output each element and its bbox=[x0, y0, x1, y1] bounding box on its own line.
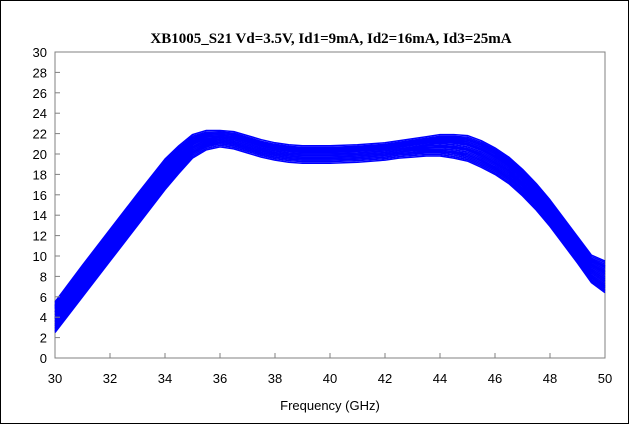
x-tick-label-40: 40 bbox=[323, 371, 337, 386]
y-tick-label-8: 8 bbox=[40, 269, 47, 284]
y-tick-label-20: 20 bbox=[33, 147, 47, 162]
s21-trace-2-2 bbox=[54, 141, 606, 325]
x-tick-label-44: 44 bbox=[433, 371, 447, 386]
s21-trace-5-2 bbox=[54, 134, 606, 307]
y-tick-label-12: 12 bbox=[33, 229, 47, 244]
y-tick-label-16: 16 bbox=[33, 188, 47, 203]
x-tick-label-50: 50 bbox=[598, 371, 612, 386]
y-tick-label-10: 10 bbox=[33, 249, 47, 264]
y-tick-label-30: 30 bbox=[33, 45, 47, 60]
x-tick-label-32: 32 bbox=[103, 371, 117, 386]
y-tick-label-14: 14 bbox=[33, 208, 47, 223]
y-tick-label-0: 0 bbox=[40, 351, 47, 366]
y-tick-label-4: 4 bbox=[40, 310, 47, 325]
s21-trace-1-2 bbox=[54, 144, 606, 332]
x-axis-label: Frequency (GHz) bbox=[280, 398, 380, 413]
s21-trace-5-5 bbox=[54, 129, 606, 303]
s21-trace-3-1 bbox=[54, 139, 606, 319]
s21-trace-5-1 bbox=[54, 135, 606, 309]
y-tick-label-18: 18 bbox=[33, 167, 47, 182]
y-tick-label-28: 28 bbox=[33, 65, 47, 80]
x-tick-label-38: 38 bbox=[268, 371, 282, 386]
series-layer bbox=[54, 129, 606, 333]
y-tick-label-26: 26 bbox=[33, 86, 47, 101]
y-tick-label-6: 6 bbox=[40, 290, 47, 305]
x-tick-label-30: 30 bbox=[48, 371, 62, 386]
s21-trace-3-2 bbox=[54, 138, 606, 318]
y-tick-label-22: 22 bbox=[33, 127, 47, 142]
s21-trace-5-4 bbox=[54, 131, 606, 304]
x-tick-label-36: 36 bbox=[213, 371, 227, 386]
x-tick-label-48: 48 bbox=[543, 371, 557, 386]
y-tick-label-24: 24 bbox=[33, 106, 47, 121]
s21-trace-1-1 bbox=[54, 146, 606, 333]
x-tick-label-34: 34 bbox=[158, 371, 172, 386]
s21-trace-5-3 bbox=[54, 132, 606, 306]
x-tick-label-46: 46 bbox=[488, 371, 502, 386]
x-tick-label-42: 42 bbox=[378, 371, 392, 386]
y-tick-label-2: 2 bbox=[40, 331, 47, 346]
chart-title: XB1005_S21 Vd=3.5V, Id1=9mA, Id2=16mA, I… bbox=[150, 31, 511, 47]
s21-trace-2-1 bbox=[54, 143, 606, 326]
s21-trace-4-1 bbox=[54, 136, 606, 313]
